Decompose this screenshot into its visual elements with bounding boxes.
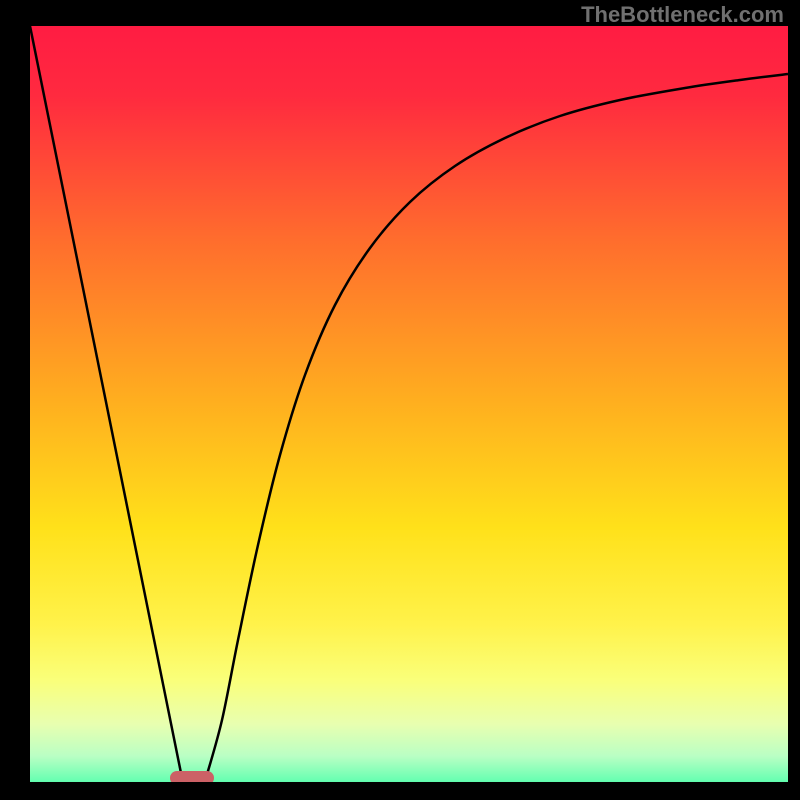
chart-container: TheBottleneck.com bbox=[0, 0, 800, 800]
watermark-text: TheBottleneck.com bbox=[581, 2, 784, 28]
dip-marker bbox=[0, 0, 800, 800]
